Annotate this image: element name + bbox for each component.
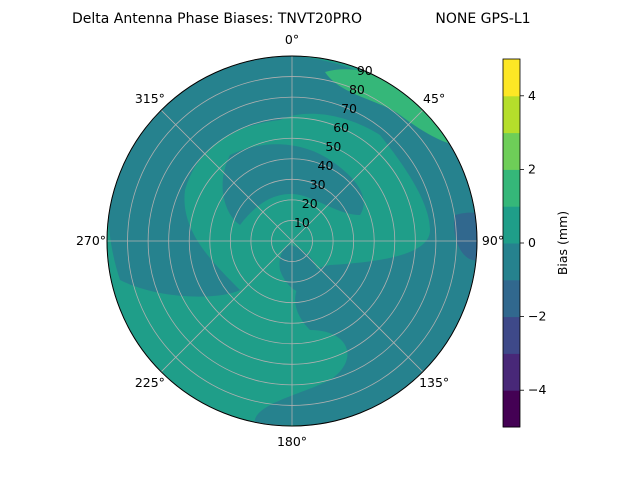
chart-subtitle: NONE GPS-L1 <box>435 11 530 27</box>
radial-tick-label: 20 <box>302 196 318 211</box>
angular-tick-label: 315° <box>135 91 165 106</box>
radial-tick-label: 70 <box>341 101 357 116</box>
radial-tick-label: 30 <box>310 177 326 192</box>
angular-tick-label: 0° <box>285 32 299 47</box>
radial-tick-label: 80 <box>349 82 365 97</box>
radial-tick-labels: 10 20 30 40 50 60 70 80 90 <box>294 63 373 230</box>
colorbar-segment <box>503 390 520 428</box>
colorbar-segment <box>503 132 520 170</box>
grid-spoke-1 <box>291 109 424 242</box>
colorbar-segment <box>503 316 520 354</box>
colorbar-segment <box>503 169 520 207</box>
colorbar-segment <box>503 279 520 318</box>
colorbar-tick-label: 4 <box>528 88 536 103</box>
polar-frame <box>106 55 478 427</box>
angular-tick-label: 225° <box>135 375 165 390</box>
grid-spoke-3 <box>291 240 424 373</box>
colorbar-tick-label: 2 <box>528 161 536 176</box>
colorbar-segment <box>503 353 520 391</box>
grid-spoke-5 <box>160 240 293 373</box>
colorbar-tick-label: −2 <box>528 309 546 324</box>
colorbar: −4 −2 0 2 4 <box>502 58 546 428</box>
colorbar-segment <box>503 95 520 134</box>
angular-tick-label: 180° <box>277 434 307 449</box>
angular-tick-label: 90° <box>482 233 504 248</box>
colorbar-segment <box>503 206 520 244</box>
angular-tick-labels: 0° 45° 90° 135° 180° 225° 270° 315° <box>76 32 504 449</box>
radial-tick-label: 10 <box>294 215 310 230</box>
angular-tick-label: 135° <box>419 375 449 390</box>
radial-tick-label: 40 <box>318 158 334 173</box>
grid-spoke-7 <box>160 109 293 242</box>
angular-tick-label: 270° <box>76 233 106 248</box>
polar-grid <box>106 55 478 427</box>
radial-tick-label: 90 <box>357 63 373 78</box>
angular-tick-label: 45° <box>423 91 445 106</box>
colorbar-segment <box>503 243 520 281</box>
colorbar-segment <box>503 59 520 97</box>
radial-tick-label: 60 <box>333 120 349 135</box>
colorbar-tick-label: 0 <box>528 235 536 250</box>
radial-tick-label: 50 <box>325 139 341 154</box>
colorbar-tick-label: −4 <box>528 382 546 397</box>
colorbar-label: Bias (mm) <box>555 211 570 275</box>
chart-title: Delta Antenna Phase Biases: TNVT20PRO <box>72 11 362 27</box>
region-level-neg2-to-neg1 <box>454 212 477 261</box>
region-level-1-to-2 <box>325 69 470 146</box>
